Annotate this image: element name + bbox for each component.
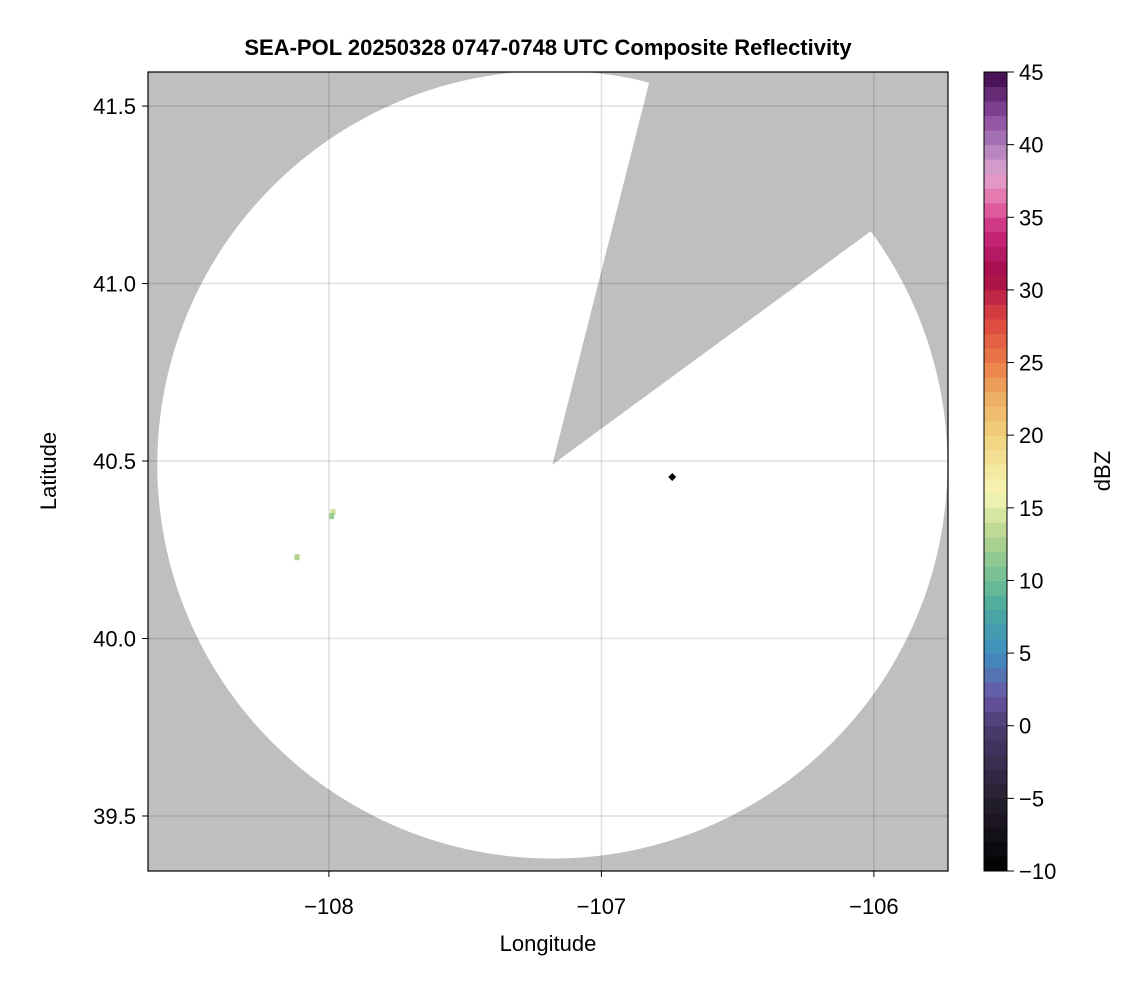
colorbar-band xyxy=(984,420,1007,436)
colorbar-band xyxy=(984,391,1007,407)
colorbar-tick-label: −10 xyxy=(1019,859,1056,884)
colorbar-tick-label: −5 xyxy=(1019,786,1044,811)
colorbar-band xyxy=(984,115,1007,131)
colorbar-band xyxy=(984,580,1007,596)
colorbar-band xyxy=(984,188,1007,204)
colorbar-band xyxy=(984,435,1007,451)
y-tick-label: 40.5 xyxy=(93,449,136,474)
radar-site-marker xyxy=(668,473,677,482)
colorbar-band xyxy=(984,246,1007,262)
colorbar-band xyxy=(984,565,1007,581)
colorbar-band xyxy=(984,769,1007,785)
colorbar-frame xyxy=(983,71,1008,872)
y-tick-label: 41.5 xyxy=(93,94,136,119)
colorbar-tick-label: 40 xyxy=(1019,133,1043,158)
colorbar-tick-label: 20 xyxy=(1019,423,1043,448)
colorbar-band xyxy=(984,362,1007,378)
colorbar-band xyxy=(984,318,1007,334)
colorbar-band xyxy=(984,638,1007,654)
colorbar-band xyxy=(984,754,1007,770)
colorbar-band xyxy=(984,551,1007,567)
colorbar-band xyxy=(984,289,1007,305)
chart-title: SEA-POL 20250328 0747-0748 UTC Composite… xyxy=(244,35,852,60)
colorbar-tick-label: 5 xyxy=(1019,641,1031,666)
colorbar-band xyxy=(984,493,1007,509)
colorbar-band xyxy=(984,159,1007,175)
colorbar-tick-label: 45 xyxy=(1019,60,1043,85)
colorbar-band xyxy=(984,275,1007,291)
axes: −108 −107 −106 39.5 40.0 40.5 41.0 41.5 xyxy=(93,94,898,919)
colorbar-band xyxy=(984,333,1007,349)
colorbar-band xyxy=(984,72,1007,88)
colorbar-band xyxy=(984,304,1007,320)
colorbar-band xyxy=(984,86,1007,102)
plot-area xyxy=(148,72,948,871)
x-axis-label: Longitude xyxy=(500,931,597,956)
x-tick-label: −108 xyxy=(304,894,354,919)
y-tick-label: 39.5 xyxy=(93,804,136,829)
colorbar-band xyxy=(984,217,1007,233)
colorbar-band xyxy=(984,536,1007,552)
colorbar-band xyxy=(984,841,1007,857)
reflectivity-echo xyxy=(329,513,335,520)
colorbar-band xyxy=(984,783,1007,799)
colorbar-band xyxy=(984,231,1007,247)
colorbar-band xyxy=(984,812,1007,828)
colorbar-band xyxy=(984,653,1007,669)
colorbar-band xyxy=(984,144,1007,160)
colorbar-tick-label: 10 xyxy=(1019,568,1043,593)
colorbar-band xyxy=(984,449,1007,465)
colorbar-band xyxy=(984,725,1007,741)
colorbar-band xyxy=(984,667,1007,683)
plot-frame xyxy=(147,71,949,872)
colorbar-band xyxy=(984,856,1007,872)
colorbar-band xyxy=(984,377,1007,393)
y-tick-label: 40.0 xyxy=(93,627,136,652)
colorbar-band xyxy=(984,740,1007,756)
reflectivity-echo xyxy=(294,554,300,561)
colorbar-tick-label: 25 xyxy=(1019,351,1043,376)
colorbar-band xyxy=(984,507,1007,523)
colorbar-band xyxy=(984,682,1007,698)
x-tick-label: −106 xyxy=(849,894,899,919)
colorbar-band xyxy=(984,406,1007,422)
colorbar-tick-label: 15 xyxy=(1019,496,1043,521)
colorbar-band xyxy=(984,696,1007,712)
colorbar-band xyxy=(984,711,1007,727)
colorbar-band xyxy=(984,478,1007,494)
y-tick-label: 41.0 xyxy=(93,272,136,297)
blocked-sector xyxy=(552,72,948,465)
colorbar: −10 −5 0 5 10 15 20 25 30 35 40 45 xyxy=(983,60,1056,884)
colorbar-band xyxy=(984,202,1007,218)
x-tick-label: −107 xyxy=(577,894,627,919)
colorbar-band xyxy=(984,624,1007,640)
colorbar-band xyxy=(984,827,1007,843)
colorbar-band xyxy=(984,173,1007,189)
colorbar-band xyxy=(984,348,1007,364)
colorbar-band xyxy=(984,522,1007,538)
colorbar-tick-label: 35 xyxy=(1019,205,1043,230)
colorbar-band xyxy=(984,594,1007,611)
y-axis-label: Latitude xyxy=(36,432,61,510)
colorbar-band xyxy=(984,798,1007,814)
colorbar-tick-label: 0 xyxy=(1019,714,1031,739)
colorbar-band xyxy=(984,609,1007,625)
colorbar-tick-label: 30 xyxy=(1019,278,1043,303)
colorbar-band xyxy=(984,130,1007,146)
colorbar-band xyxy=(984,464,1007,480)
reflectivity-echo xyxy=(330,509,336,516)
colorbar-label: dBZ xyxy=(1090,451,1115,491)
colorbar-band xyxy=(984,260,1007,276)
colorbar-band xyxy=(984,101,1007,117)
